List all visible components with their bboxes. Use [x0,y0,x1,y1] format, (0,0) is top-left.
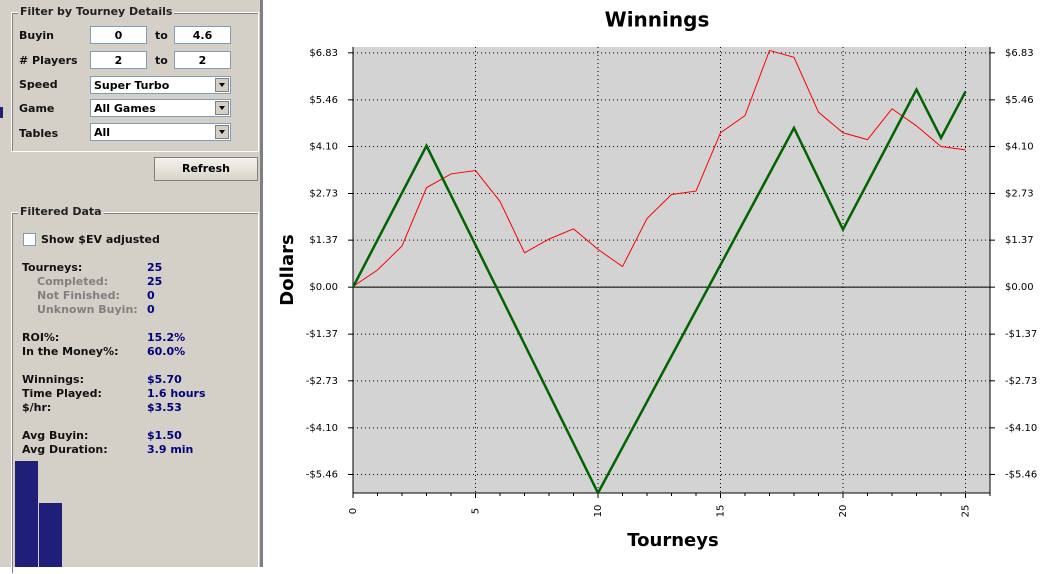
stat-label: Avg Duration: [22,443,108,456]
x-tick-label: 25 [961,505,972,518]
y-tick-label: -$1.37 [306,329,338,340]
plot-area [353,47,990,493]
checkbox-label[interactable]: Show $EV adjusted [41,233,160,246]
stat-value: $5.70 [147,373,182,386]
stat-value: 1.6 hours [147,387,206,400]
stat-label: Time Played: [22,387,102,400]
group-title: Filtered Data [18,205,104,218]
dropdown-arrow[interactable] [215,101,229,115]
dropdown-value: All Games [94,102,156,115]
chart-title: Winnings [605,8,710,32]
label: Tables [19,127,59,140]
x-tick-label: 0 [348,508,359,514]
stat-value: $3.53 [147,401,182,414]
y2-tick-label: -$4.10 [1005,423,1037,434]
y-tick-label: $0.00 [309,282,338,293]
y-tick-label: $6.83 [309,48,338,59]
marker [0,107,3,118]
dropdown-arrow[interactable] [215,78,229,92]
y-tick-label: $4.10 [309,141,338,152]
y-tick-label: $5.46 [309,95,338,106]
y2-tick-label: $0.00 [1005,282,1034,293]
label: Buyin [19,29,54,42]
stat-label: $/hr: [22,401,52,414]
y-axis-label: Dollars [277,234,298,305]
mini-bar [15,461,38,567]
side-panel: Filter by Tourney Details Buyin 0 to 4.6… [0,0,260,574]
x-tick-label: 20 [838,505,849,518]
input[interactable]: 4.6 [174,26,231,44]
stat-value: 3.9 min [147,443,194,456]
y-tick-label: -$2.73 [306,376,338,387]
group-title: Filter by Tourney Details [18,5,175,18]
dropdown-value: Super Turbo [94,79,170,92]
y2-tick-label: $4.10 [1005,141,1034,152]
x-tick-label: 5 [471,508,482,514]
stat-value: 0 [147,303,155,316]
x-tick-label: 15 [716,505,727,518]
series-line [353,86,967,493]
y2-tick-label: $6.83 [1005,48,1034,59]
input[interactable]: 2 [90,51,147,69]
dropdown[interactable]: Super Turbo [90,76,231,94]
y2-tick-label: -$2.73 [1005,376,1037,387]
y2-tick-label: -$5.46 [1005,469,1037,480]
label: Speed [19,78,58,91]
y2-tick-label: $5.46 [1005,95,1034,106]
y2-tick-label: $1.37 [1005,235,1034,246]
stat-value: 25 [147,275,163,288]
dropdown-arrow[interactable] [215,125,229,139]
stat-label: Unknown Buyin: [37,303,138,316]
label: Game [19,102,55,115]
stat-label: In the Money%: [22,345,119,358]
y2-tick-label: -$1.37 [1005,329,1037,340]
stat-label: ROI%: [22,331,60,344]
series-group [353,49,967,493]
stat-label: Not Finished: [37,289,120,302]
input[interactable]: 2 [174,51,231,69]
chart: Winnings Tourneys Dollars $6.83 $6.83 $5.4… [277,8,1037,552]
separator [260,0,263,567]
x-tick-label: 10 [593,505,604,518]
label: to [155,29,168,42]
dropdown[interactable]: All Games [90,99,231,117]
mini-bar [39,503,62,567]
x-axis-label: Tourneys [627,530,718,551]
y-tick-label: -$5.46 [306,469,338,480]
stat-label: Avg Buyin: [22,429,89,442]
label: to [155,54,168,67]
stat-label: Winnings: [22,373,84,386]
input[interactable]: 0 [90,26,147,44]
filter-group: Filter by Tourney Details [11,5,259,152]
stat-label: Tourneys: [22,261,83,274]
y-tick-label: -$4.10 [306,423,338,434]
stat-value: 60.0% [147,345,186,358]
dropdown[interactable]: All [90,123,231,141]
stat-value: 25 [147,261,163,274]
stat-value: 0 [147,289,155,302]
stat-value: $1.50 [147,429,182,442]
y2-tick-label: $2.73 [1005,188,1034,199]
series-line [353,49,966,287]
dropdown-value: All [94,126,111,139]
stat-label: Completed: [37,275,109,288]
y-tick-label: $2.73 [309,188,338,199]
checkbox[interactable] [23,233,36,246]
stat-value: 15.2% [147,331,186,344]
label: # Players [19,54,78,67]
refresh-button[interactable]: Refresh [154,157,258,181]
y-tick-label: $1.37 [309,235,338,246]
